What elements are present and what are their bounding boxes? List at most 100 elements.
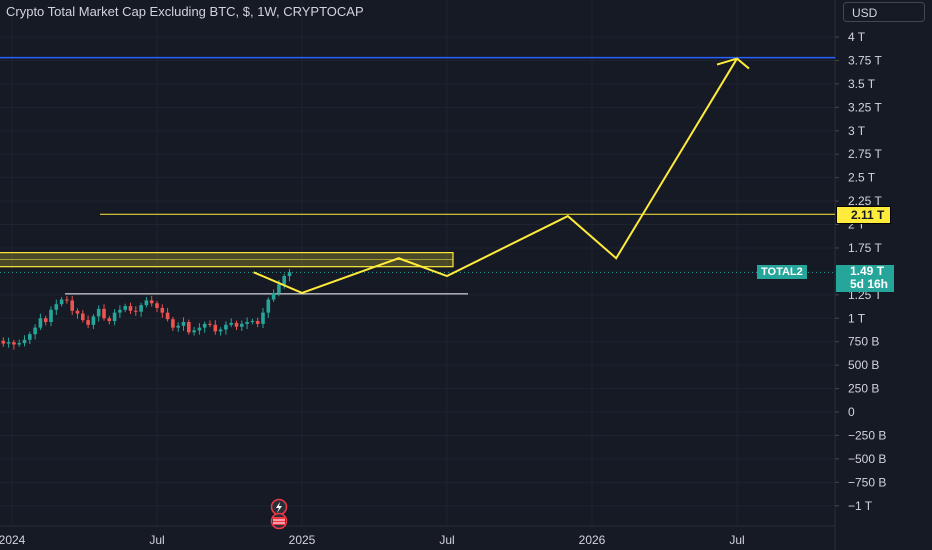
candle-body <box>255 321 260 324</box>
candle-body <box>277 284 281 293</box>
candle <box>187 319 191 335</box>
chart-title: Crypto Total Market Cap Excluding BTC, $… <box>6 4 364 19</box>
candle-body <box>22 339 27 344</box>
candle-body <box>139 305 143 312</box>
candle-body <box>17 343 21 345</box>
candle-body <box>149 300 154 304</box>
price-axis-label: −750 B <box>848 475 886 489</box>
candle <box>33 324 37 340</box>
candle <box>208 320 212 328</box>
candle <box>134 306 138 316</box>
candle-body <box>123 306 127 310</box>
candle-body <box>250 321 255 323</box>
candle-body <box>171 319 175 328</box>
candle-body <box>187 322 191 333</box>
candle <box>112 309 117 326</box>
candle-body <box>38 318 43 328</box>
candle-body <box>192 330 196 333</box>
time-axis-label: 2024 <box>0 533 26 547</box>
candle-body <box>1 340 6 344</box>
last-price-tag: 1.49 T 5d 16h <box>836 265 895 293</box>
candle-body <box>43 318 48 322</box>
lightning-event-icon <box>270 498 288 516</box>
price-axis-label: 4 T <box>848 30 866 44</box>
time-axis-label: 2025 <box>289 533 316 547</box>
price-axis-label: −500 B <box>848 452 886 466</box>
candle-body <box>33 327 37 335</box>
lightning-glyph <box>276 502 282 513</box>
candle <box>1 337 6 347</box>
candle-body <box>181 322 186 326</box>
candle <box>224 321 228 335</box>
price-axis-label: 3.5 T <box>848 77 876 91</box>
currency-button[interactable]: USD <box>843 2 925 22</box>
candle <box>234 320 239 330</box>
candle <box>22 335 27 347</box>
candle <box>12 339 16 350</box>
time-axis-label: Jul <box>729 533 744 547</box>
candle-body <box>6 342 11 344</box>
candle-body <box>134 310 138 312</box>
price-axis-label: 3.25 T <box>848 100 882 114</box>
candle <box>229 318 233 328</box>
candle-body <box>213 324 218 332</box>
candle-body <box>266 299 271 313</box>
candle <box>149 295 154 307</box>
candle-body <box>49 309 53 322</box>
level-price-tag: 2.11 T <box>836 206 892 225</box>
candle <box>6 337 11 348</box>
candle-body <box>224 324 228 330</box>
candle <box>128 302 133 315</box>
candle <box>192 326 196 336</box>
price-axis-label: 0 <box>848 405 855 419</box>
flag-glyph <box>273 517 285 525</box>
price-axis-label: 250 B <box>848 382 879 396</box>
time-axis-label: Jul <box>149 533 164 547</box>
price-axis-label: 3 T <box>848 124 866 138</box>
price-axis-label: 750 B <box>848 335 879 349</box>
symbol-tag: TOTAL2 <box>757 265 807 280</box>
candle <box>213 320 218 335</box>
candle-body <box>107 318 112 322</box>
candle <box>107 315 112 325</box>
candle-body <box>282 276 286 285</box>
candle <box>218 327 223 336</box>
candle-body <box>245 322 249 324</box>
candle-body <box>197 327 202 331</box>
candle <box>81 310 85 323</box>
candle <box>75 308 80 319</box>
candle <box>54 299 59 315</box>
price-axis-label: 2.5 T <box>848 171 876 185</box>
price-axis-label: 2.75 T <box>848 147 882 161</box>
candle <box>202 321 207 333</box>
candle <box>59 297 64 307</box>
candle <box>266 297 271 318</box>
candle <box>181 317 186 331</box>
candle <box>96 305 101 322</box>
candle-body <box>240 323 244 327</box>
candle <box>197 323 202 335</box>
candle-body <box>81 313 85 321</box>
candle <box>261 308 265 329</box>
candle-body <box>229 322 233 325</box>
candle <box>155 300 159 313</box>
price-axis-label: 3.75 T <box>848 53 882 67</box>
candle <box>165 308 170 322</box>
price-axis-label: −1 T <box>848 499 873 513</box>
candle <box>240 320 244 331</box>
candle-body <box>96 308 101 317</box>
price-axis-label: −250 B <box>848 428 886 442</box>
candle-body <box>59 299 64 305</box>
projection-path <box>253 58 738 295</box>
candle-body <box>234 322 239 327</box>
bar-countdown: 5d 16h <box>850 277 889 292</box>
candle-body <box>160 307 165 313</box>
price-axis-label: 2.25 T <box>848 194 882 208</box>
candle <box>86 315 90 329</box>
candle-body <box>75 310 80 314</box>
candle <box>38 313 43 330</box>
candle-body <box>144 300 149 306</box>
candle <box>171 316 175 331</box>
candle <box>250 318 255 325</box>
